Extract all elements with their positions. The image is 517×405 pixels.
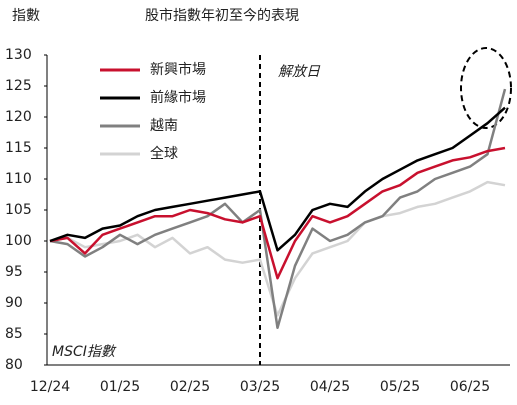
y-tick-label: 110 <box>5 171 32 187</box>
legend-label: 全球 <box>150 145 178 162</box>
x-tick-label: 03/25 <box>240 379 280 395</box>
legend-label: 越南 <box>150 118 178 134</box>
y-tick-label: 125 <box>5 78 32 94</box>
y-tick-label: 120 <box>5 109 32 125</box>
y-tick-label: 80 <box>5 357 23 373</box>
series-line <box>49 146 506 280</box>
x-tick-label: 02/25 <box>170 379 210 395</box>
legend-label: 前緣市場 <box>150 89 206 106</box>
x-tick-label: 12/24 <box>30 379 70 395</box>
y-tick-label: 115 <box>5 140 32 156</box>
x-tick-label: 05/25 <box>380 379 420 395</box>
y-tick-label: 130 <box>5 47 32 63</box>
series-line <box>49 106 506 252</box>
y-tick-label: 95 <box>5 264 23 280</box>
highlight-ellipse <box>460 47 512 129</box>
legend-label: 新興市場 <box>150 61 206 78</box>
x-tick-label: 01/25 <box>100 379 140 395</box>
x-tick-label: 04/25 <box>310 379 350 395</box>
y-axis-label: 指數 <box>12 8 40 24</box>
annotation: 解放日 <box>278 64 321 80</box>
y-tick-label: 100 <box>5 233 32 249</box>
y-tick-label: 105 <box>5 202 32 218</box>
y-tick-label: 90 <box>5 295 23 311</box>
y-tick-label: 85 <box>5 326 23 342</box>
source-note: MSCI指數 <box>52 344 117 360</box>
chart-title: 股市指數年初至今的表現 <box>145 7 299 24</box>
x-tick-label: 06/25 <box>450 379 490 395</box>
series-line <box>49 88 507 330</box>
